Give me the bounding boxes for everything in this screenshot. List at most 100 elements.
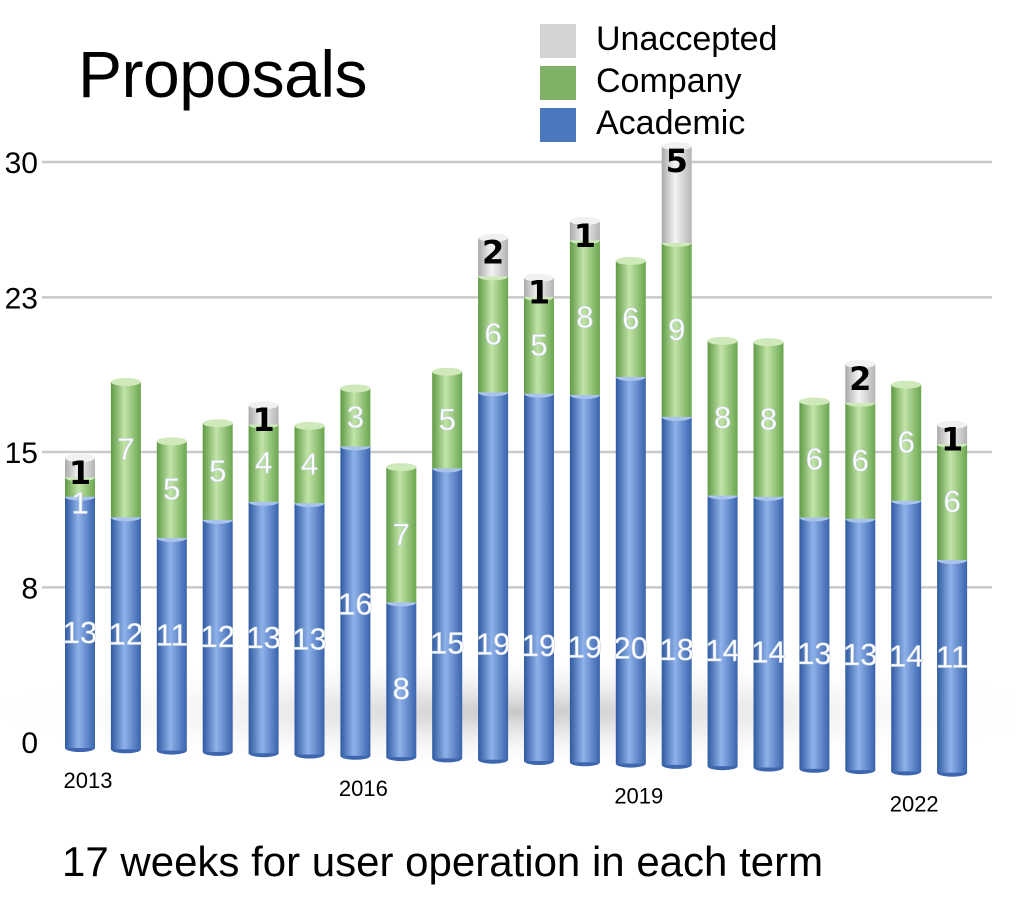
- bar-stack: [753, 338, 784, 772]
- data-label-unaccepted: 2: [482, 234, 504, 272]
- x-axis: 2013 2016 2019 2022: [64, 768, 939, 816]
- bar-stack: [661, 142, 692, 769]
- bar-segment-company: [524, 297, 554, 394]
- bar-segment-academic: [386, 602, 417, 758]
- bars: [65, 142, 968, 777]
- data-label-academic: 18: [659, 632, 693, 667]
- value-labels: 1311127115125134113416387155196219511981…: [62, 142, 968, 706]
- bar-segment-company: [615, 260, 646, 377]
- bar-stack: [340, 384, 371, 760]
- data-label-company: 6: [943, 484, 960, 519]
- bar-segment-unaccepted-cap: [248, 401, 279, 410]
- data-label-company: 7: [117, 432, 134, 467]
- bar-segment-unaccepted-cap: [845, 360, 876, 369]
- data-label-academic: 8: [393, 671, 410, 706]
- bar-segment-unaccepted: [845, 364, 876, 403]
- bar-segment-company: [386, 467, 417, 603]
- data-label-academic: 13: [797, 636, 831, 671]
- x-tick-label: 2019: [614, 784, 663, 809]
- bar-segment-academic: [661, 416, 692, 765]
- data-label-unaccepted: 2: [849, 360, 871, 398]
- bar-segment-academic: [845, 518, 876, 771]
- bar-segment-academic: [707, 495, 738, 767]
- data-label-company: 7: [393, 517, 410, 552]
- bar-segment-unaccepted: [478, 237, 509, 277]
- bar-segment-academic: [156, 537, 187, 751]
- y-tick-label: 15: [5, 437, 38, 470]
- data-label-academic: 16: [338, 586, 372, 621]
- data-label-company: 5: [530, 327, 547, 362]
- bar-segment-company: [937, 444, 968, 561]
- data-label-unaccepted: 5: [666, 142, 688, 180]
- bar-segment-unaccepted: [569, 220, 600, 241]
- data-label-academic: 19: [568, 629, 602, 664]
- data-label-academic: 11: [156, 618, 188, 653]
- data-label-company: 4: [301, 447, 318, 482]
- data-label-unaccepted: 1: [941, 421, 963, 459]
- data-label-unaccepted: 1: [574, 217, 596, 255]
- data-label-company: 4: [255, 445, 272, 480]
- data-label-academic: 19: [522, 628, 556, 663]
- bar-stack: [478, 233, 509, 764]
- data-label-company: 5: [209, 454, 226, 489]
- bar-segment-company: [432, 371, 463, 469]
- bar-stack: [110, 377, 141, 754]
- bar-segment-company-cap: [615, 256, 646, 265]
- data-label-company: 9: [668, 312, 685, 347]
- bar-segment-company: [248, 424, 279, 502]
- y-tick-label: 30: [5, 147, 38, 180]
- bar-segment-company: [845, 402, 876, 519]
- bar-segment-unaccepted-cap: [65, 454, 95, 462]
- chart-subtitle: 17 weeks for user operation in each term: [62, 838, 824, 885]
- bar-segment-company-cap: [386, 463, 417, 472]
- bar-segment-academic: [569, 394, 600, 763]
- data-label-unaccepted: 1: [528, 274, 550, 312]
- data-label-company: 3: [347, 399, 364, 434]
- bar-segment-company: [156, 441, 187, 538]
- bar-segment-company: [202, 423, 233, 520]
- x-tick-label: 2016: [339, 776, 388, 801]
- data-label-academic: 14: [889, 638, 923, 673]
- bar-segment-academic: [478, 392, 509, 760]
- bar-stack: [248, 401, 279, 758]
- bar-stack: [202, 419, 233, 756]
- bar-segment-academic: [524, 393, 554, 761]
- bar-segment-unaccepted: [65, 458, 95, 478]
- gridlines: [42, 160, 992, 589]
- data-label-academic: 13: [246, 620, 280, 655]
- data-label-unaccepted: 1: [69, 454, 91, 492]
- data-label-academic: 12: [109, 616, 143, 651]
- bar-segment-company: [569, 240, 600, 395]
- bar-segment-company-cap: [891, 380, 922, 389]
- data-label-company: 5: [163, 472, 180, 507]
- bar-segment-company: [340, 388, 371, 447]
- y-tick-label: 0: [21, 727, 38, 760]
- bar-segment-company-cap: [156, 437, 187, 446]
- bar-segment-academic: [937, 560, 968, 773]
- data-label-company: 6: [898, 425, 915, 460]
- bar-segment-academic: [202, 519, 233, 752]
- data-label-academic: 15: [430, 625, 464, 660]
- bar-segment-company: [753, 342, 784, 497]
- legend-label-academic: Academic: [596, 104, 746, 142]
- bar-segment-company-cap: [110, 377, 141, 386]
- bar-segment-academic: [432, 468, 463, 759]
- bar-segment-company-cap: [753, 338, 784, 347]
- bar-segment-company: [294, 425, 325, 504]
- bar-segment-unaccepted-cap: [478, 233, 509, 242]
- legend-label-company: Company: [596, 62, 742, 100]
- data-label-academic: 12: [200, 619, 234, 654]
- bar-segment-unaccepted: [524, 277, 554, 297]
- bar-stack: [845, 360, 876, 775]
- chart-title: Proposals: [78, 37, 368, 111]
- bar-segment-unaccepted-cap: [661, 142, 692, 151]
- y-tick-label: 8: [21, 572, 38, 605]
- bar-segment-company: [110, 381, 141, 518]
- bar-stack: [707, 336, 738, 771]
- bar-segment-company-cap: [340, 384, 371, 393]
- bar-stack: [891, 380, 922, 776]
- data-label-company: 6: [484, 316, 501, 351]
- data-label-company: 8: [760, 402, 777, 437]
- bar-segment-unaccepted: [248, 405, 279, 425]
